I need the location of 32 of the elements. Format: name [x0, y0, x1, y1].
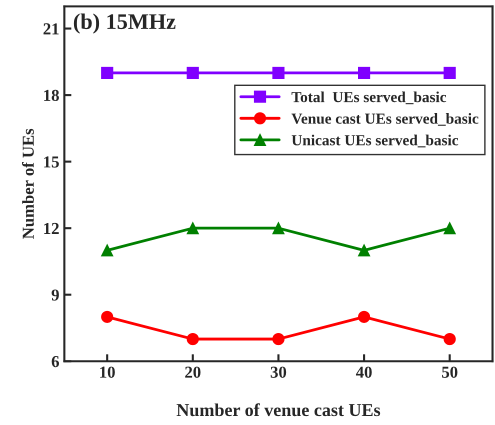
y-axis-title: Number of UEs	[22, 128, 34, 239]
point	[101, 66, 114, 79]
x-tick-label: 50	[442, 366, 458, 378]
legend-label: Unicast UEs served_basic	[292, 134, 458, 148]
x-tick-label: 10	[100, 366, 115, 378]
point	[186, 66, 199, 79]
y-tick-label: 15	[44, 156, 59, 168]
x-axis-title: Number of venue cast UEs	[176, 403, 380, 416]
point	[358, 310, 370, 323]
point	[101, 244, 114, 256]
point	[444, 332, 456, 346]
point	[272, 332, 285, 346]
point	[272, 222, 285, 234]
y-tick-label: 21	[44, 23, 59, 34]
legend-label: Total UEs served_basic	[292, 91, 446, 104]
y-tick-label: 9	[52, 289, 59, 301]
point	[444, 66, 456, 79]
point	[186, 332, 199, 346]
point	[101, 310, 114, 323]
point	[272, 66, 285, 79]
y-tick-label: 6	[52, 356, 59, 368]
y-tick-label: 12	[44, 222, 59, 234]
x-tick-label: 30	[270, 366, 286, 378]
annotation: (b) 15MHz	[74, 13, 176, 34]
x-tick-label: 40	[356, 366, 372, 378]
y-tick-label: 18	[44, 90, 59, 102]
legend-label: Venue cast UEs served_basic	[291, 113, 478, 126]
point	[444, 222, 456, 234]
point	[186, 222, 199, 234]
point	[358, 66, 370, 79]
point	[358, 244, 370, 256]
x-tick-label: 20	[185, 366, 200, 378]
